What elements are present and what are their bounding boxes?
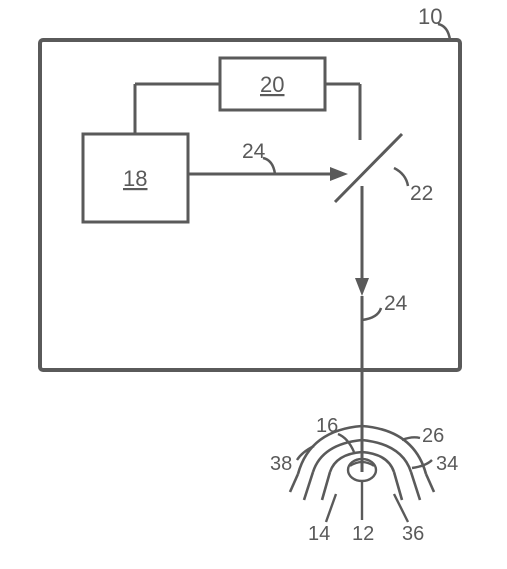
arc-outer-ext-l [290,474,298,492]
eye-group [290,426,434,522]
label-38: 38 [270,453,292,475]
diagram-canvas: 10 20 18 24 22 24 16 26 38 34 14 12 36 [0,0,507,569]
label-36: 36 [402,523,424,545]
label-16: 16 [316,415,338,437]
label-24a: 24 [242,140,266,163]
arc-inner-ext-l [322,472,330,500]
label-18: 18 [123,166,147,191]
mirror-line [335,134,402,202]
label-10: 10 [418,4,442,29]
arrowhead-horizontal [330,167,348,181]
arrowhead-vertical [355,278,369,296]
leader-14 [326,494,336,522]
arc-outer-ext-r [426,474,434,492]
leader-22 [394,168,408,186]
label-12: 12 [352,523,374,545]
label-22: 22 [410,182,433,205]
arc-mid-ext-l [304,472,313,500]
leader-24b [362,308,381,320]
label-24b: 24 [384,292,408,315]
label-26: 26 [422,425,444,447]
arc-mid-ext-r [411,472,420,500]
label-20: 20 [260,72,284,97]
label-34: 34 [436,453,458,475]
leader-26 [402,437,420,440]
label-14: 14 [308,523,330,545]
